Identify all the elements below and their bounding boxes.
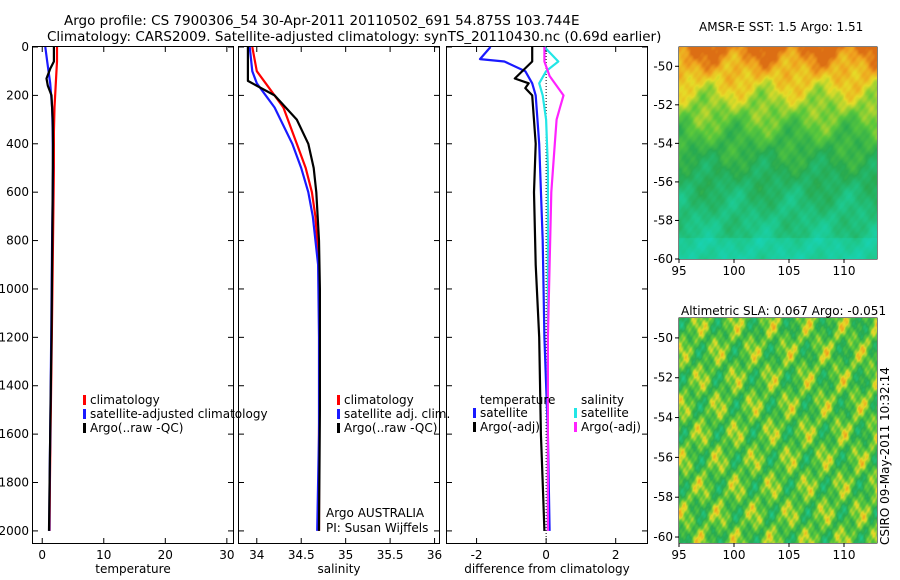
temperature-xlabel: temperature xyxy=(95,562,170,576)
depth-tick-label: 1800 xyxy=(0,476,29,490)
sst-map-ytick-label: -60 xyxy=(653,252,673,266)
difference-legend-swatch xyxy=(574,422,577,432)
sst-map-xtick-label: 110 xyxy=(833,264,856,278)
salinity-series-argo-raw-qc- xyxy=(246,47,321,531)
depth-tick-label: 1400 xyxy=(0,379,29,393)
difference-legend-header-salinity: salinity xyxy=(581,393,624,407)
depth-tick-label: 200 xyxy=(6,88,29,102)
sla-map-ytick-label: -60 xyxy=(653,530,673,544)
depth-tick-label: 2000 xyxy=(0,524,29,538)
salinity-legend-swatch xyxy=(337,395,340,405)
sla-map-xtick-label: 95 xyxy=(671,548,686,562)
temperature-xtick-label: 30 xyxy=(219,548,234,562)
difference-legend-swatch xyxy=(473,408,476,418)
sst-map-ytick-label: -58 xyxy=(653,213,673,227)
salinity-xtick-label: 35 xyxy=(338,548,353,562)
temperature-xtick-label: 0 xyxy=(38,548,46,562)
sst-map-ytick-label: -50 xyxy=(653,59,673,73)
difference-xtick-label: 0 xyxy=(542,548,550,562)
sla-map-ytick-label: -50 xyxy=(653,331,673,345)
temperature-legend-label: Argo(..raw -QC) xyxy=(90,421,183,435)
temperature-legend-label: satellite-adjusted climatology xyxy=(90,407,268,421)
difference-legend-header-temperature: temperature xyxy=(480,393,555,407)
temperature-legend-swatch xyxy=(83,409,86,419)
salinity-legend-swatch xyxy=(337,423,340,433)
depth-tick-label: 800 xyxy=(6,234,29,248)
temperature-series-argo-raw-qc- xyxy=(45,47,56,531)
sla-map-ytick-label: -54 xyxy=(653,411,673,425)
sst-map-title: AMSR-E SST: 1.5 Argo: 1.51 xyxy=(699,20,864,34)
sla-heatmap xyxy=(679,318,877,543)
difference-legend-label: satellite xyxy=(480,406,528,420)
salinity-xtick-label: 34 xyxy=(249,548,264,562)
depth-tick-label: 0 xyxy=(21,40,29,54)
difference-legend-label: Argo(-adj) xyxy=(581,420,641,434)
temperature-xtick-label: 20 xyxy=(158,548,173,562)
salinity-xlabel: salinity xyxy=(317,562,360,576)
sst-map-xtick-label: 95 xyxy=(671,264,686,278)
sst-heatmap xyxy=(679,47,877,259)
figure-title-line1: Argo profile: CS 7900306_54 30-Apr-2011 … xyxy=(64,13,580,29)
temperature-xtick-label: 10 xyxy=(96,548,111,562)
sst-map-ytick-label: -56 xyxy=(653,175,673,189)
temperature-legend-swatch xyxy=(83,395,86,405)
temperature-legend-swatch xyxy=(83,423,86,433)
difference-xtick-label: 2 xyxy=(612,548,620,562)
timestamp-stamp: CSIRO 09-May-2011 10:32:14 xyxy=(878,367,892,545)
argo-australia-label: Argo AUSTRALIA xyxy=(326,506,425,520)
sla-map-xtick-label: 110 xyxy=(833,548,856,562)
sla-map-ytick-label: -58 xyxy=(653,490,673,504)
difference-xlabel: difference from climatology xyxy=(464,562,630,576)
temperature-panel xyxy=(32,46,234,544)
difference-series-temperature-argo-adj- xyxy=(513,47,546,531)
difference-legend-swatch xyxy=(574,408,577,418)
salinity-legend-label: Argo(..raw -QC) xyxy=(344,421,437,435)
depth-tick-label: 400 xyxy=(6,137,29,151)
salinity-xtick-label: 35.5 xyxy=(377,548,404,562)
sst-map-ytick-label: -54 xyxy=(653,136,673,150)
depth-tick-label: 1600 xyxy=(0,427,29,441)
depth-tick-label: 1200 xyxy=(0,330,29,344)
sla-map-xtick-label: 100 xyxy=(723,548,746,562)
depth-tick-label: 1000 xyxy=(0,282,29,296)
depth-tick-label: 600 xyxy=(6,185,29,199)
sst-map-xtick-label: 105 xyxy=(778,264,801,278)
temperature-legend-label: climatology xyxy=(90,393,160,407)
salinity-series-climatology xyxy=(251,46,321,531)
difference-legend-swatch xyxy=(473,422,476,432)
sst-map-xtick-label: 100 xyxy=(723,264,746,278)
salinity-panel xyxy=(238,46,440,544)
sla-map-ytick-label: -56 xyxy=(653,450,673,464)
figure-title-line2: Climatology: CARS2009. Satellite-adjuste… xyxy=(47,29,662,45)
salinity-series-satellite-adj-clim- xyxy=(248,46,321,531)
salinity-legend-label: satellite adj. clim. xyxy=(344,407,450,421)
salinity-xtick-label: 34.5 xyxy=(288,548,315,562)
salinity-xtick-label: 36 xyxy=(427,548,442,562)
sla-map-title: Altimetric SLA: 0.067 Argo: -0.051 xyxy=(681,304,887,318)
difference-series-temperature-satellite xyxy=(478,46,551,531)
difference-legend-label: Argo(-adj) xyxy=(480,420,540,434)
salinity-legend-label: climatology xyxy=(344,393,414,407)
salinity-legend-swatch xyxy=(337,409,340,419)
pi-label: PI: Susan Wijffels xyxy=(326,521,429,535)
sla-map-ytick-label: -52 xyxy=(653,371,673,385)
difference-xtick-label: -2 xyxy=(471,548,483,562)
sst-map-ytick-label: -52 xyxy=(653,98,673,112)
difference-series-salinity-argo-adj- xyxy=(543,47,565,531)
difference-legend-label: satellite xyxy=(581,406,629,420)
sla-map-xtick-label: 105 xyxy=(778,548,801,562)
